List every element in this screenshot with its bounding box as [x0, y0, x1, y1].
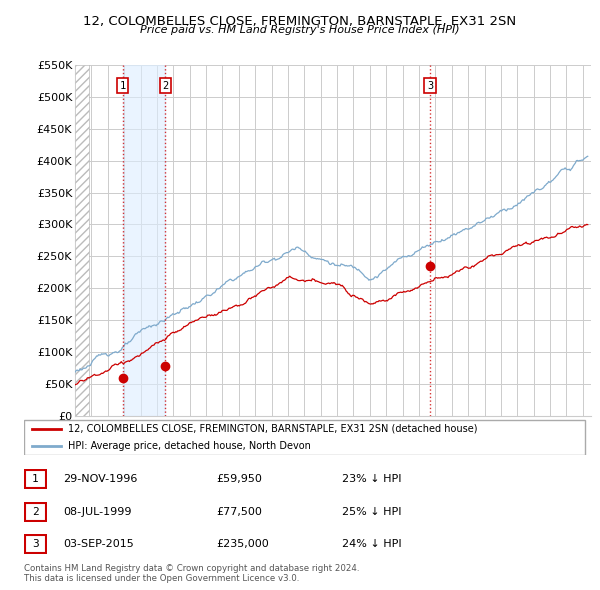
Text: 3: 3 [427, 81, 433, 91]
FancyBboxPatch shape [25, 503, 46, 520]
FancyBboxPatch shape [25, 470, 46, 488]
Text: 12, COLOMBELLES CLOSE, FREMINGTON, BARNSTAPLE, EX31 2SN (detached house): 12, COLOMBELLES CLOSE, FREMINGTON, BARNS… [68, 424, 478, 434]
Text: 29-NOV-1996: 29-NOV-1996 [63, 474, 137, 484]
Text: 23% ↓ HPI: 23% ↓ HPI [342, 474, 401, 484]
Bar [122, 65, 166, 416]
FancyBboxPatch shape [24, 419, 585, 455]
Text: 25% ↓ HPI: 25% ↓ HPI [342, 507, 401, 516]
Text: 24% ↓ HPI: 24% ↓ HPI [342, 539, 401, 549]
Text: £235,000: £235,000 [216, 539, 269, 549]
Text: HPI: Average price, detached house, North Devon: HPI: Average price, detached house, Nort… [68, 441, 311, 451]
Text: 03-SEP-2015: 03-SEP-2015 [63, 539, 134, 549]
Text: Contains HM Land Registry data © Crown copyright and database right 2024.
This d: Contains HM Land Registry data © Crown c… [24, 563, 359, 583]
Text: £77,500: £77,500 [216, 507, 262, 516]
Text: 08-JUL-1999: 08-JUL-1999 [63, 507, 131, 516]
Text: 2: 2 [162, 81, 169, 91]
FancyBboxPatch shape [25, 535, 46, 553]
Bar [75, 65, 89, 416]
Text: Price paid vs. HM Land Registry's House Price Index (HPI): Price paid vs. HM Land Registry's House … [140, 25, 460, 35]
Text: 1: 1 [32, 474, 39, 484]
Text: 3: 3 [32, 539, 39, 549]
Text: 1: 1 [119, 81, 126, 91]
Text: £59,950: £59,950 [216, 474, 262, 484]
Text: 12, COLOMBELLES CLOSE, FREMINGTON, BARNSTAPLE, EX31 2SN: 12, COLOMBELLES CLOSE, FREMINGTON, BARNS… [83, 15, 517, 28]
Text: 2: 2 [32, 507, 39, 516]
Bar [75, 65, 89, 416]
